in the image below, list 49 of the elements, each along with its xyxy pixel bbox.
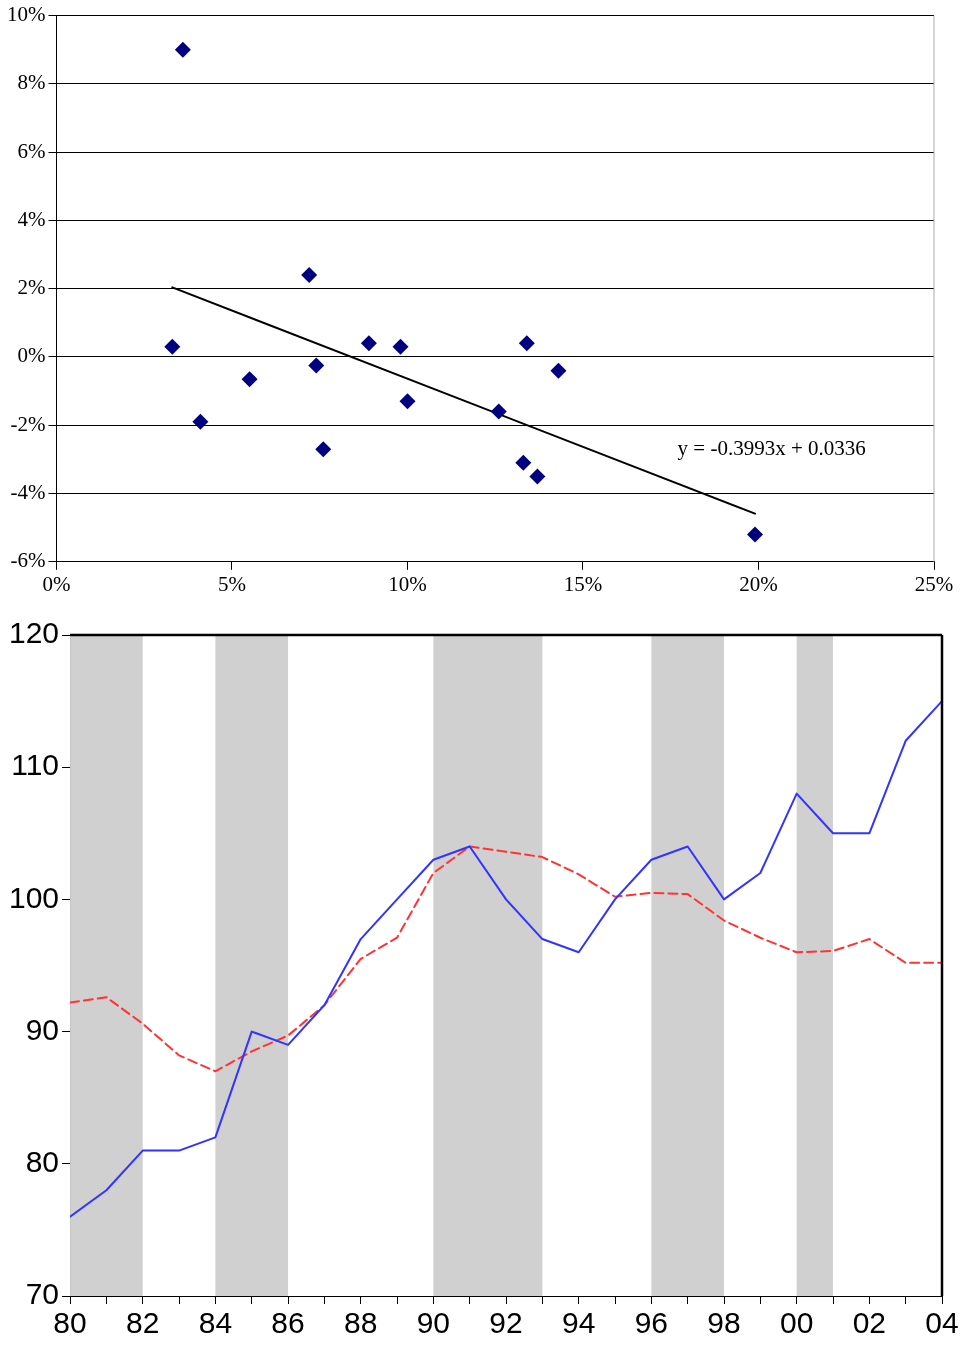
y-tick-label: 80	[25, 1145, 60, 1179]
x-tick-label: 96	[634, 1306, 669, 1340]
x-tick-label: 02	[852, 1306, 887, 1340]
x-tick-label: 00	[779, 1306, 814, 1340]
y-tick-label: 100	[8, 880, 60, 914]
point	[529, 468, 546, 485]
y-tick-label: 8%	[17, 70, 46, 95]
y-tick-label: -6%	[10, 548, 46, 573]
x-tick-label: 94	[562, 1306, 596, 1340]
point	[392, 338, 409, 355]
x-tick-label: 84	[198, 1306, 233, 1340]
point	[315, 441, 332, 458]
point	[308, 357, 325, 374]
x-tick-label: 98	[707, 1306, 741, 1340]
y-tick-label: 110	[11, 748, 60, 782]
y-tick-label: 2%	[17, 275, 46, 300]
y-tick-label: -2%	[10, 411, 46, 436]
x-tick-label: 25%	[914, 571, 954, 596]
annotation: y = -0.3993x + 0.0336	[677, 436, 866, 461]
point	[490, 403, 507, 420]
y-tick-label: 0%	[17, 343, 46, 368]
y-tick-label: 6%	[17, 138, 46, 163]
y-tick-label: -4%	[10, 480, 46, 505]
point	[399, 393, 416, 410]
point	[301, 267, 318, 284]
x-tick-label: 92	[489, 1306, 523, 1340]
y-tick-label: 90	[25, 1012, 60, 1046]
point	[518, 335, 535, 352]
x-tick-label: 5%	[217, 571, 246, 596]
x-tick-label: 90	[416, 1306, 451, 1340]
point	[192, 413, 209, 430]
x-tick-label: 82	[126, 1306, 160, 1340]
point	[360, 335, 377, 352]
x-tick-label: 15%	[563, 571, 603, 596]
point	[515, 454, 532, 471]
x-tick-label: 20%	[739, 571, 778, 596]
point	[746, 526, 763, 543]
y-tick-label: 4%	[17, 206, 46, 231]
x-tick-label: 86	[271, 1306, 305, 1340]
line-series	[70, 845, 942, 1073]
point	[164, 338, 181, 355]
point	[241, 371, 258, 388]
point	[174, 41, 191, 58]
point	[550, 362, 567, 379]
x-tick-label: 04	[925, 1306, 959, 1340]
y-tick-label: 10%	[6, 2, 46, 27]
x-tick-label: 10%	[388, 571, 427, 596]
x-tick-label: 88	[344, 1306, 378, 1340]
y-tick-label: 120	[8, 616, 60, 650]
